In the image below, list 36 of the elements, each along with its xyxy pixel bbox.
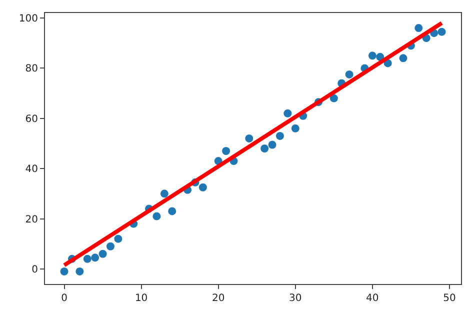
y-tick-label: 100	[18, 14, 38, 25]
point	[368, 52, 376, 60]
point	[245, 134, 254, 142]
point	[83, 254, 92, 263]
point	[76, 267, 84, 276]
point	[284, 109, 292, 118]
y-tick-label: 80	[25, 64, 38, 75]
x-tick-label: 30	[289, 293, 302, 304]
y-tick-label: 40	[25, 164, 38, 176]
point	[399, 54, 408, 62]
point	[114, 234, 122, 243]
point	[291, 124, 300, 132]
point	[98, 250, 107, 258]
point	[60, 267, 68, 276]
point	[222, 147, 230, 156]
point	[330, 94, 338, 102]
y-tick-label: 60	[25, 114, 38, 125]
point	[198, 183, 207, 192]
x-tick-label: 50	[443, 293, 456, 304]
point	[152, 212, 161, 220]
point	[276, 132, 284, 140]
point	[160, 190, 168, 198]
x-tick-label: 10	[134, 293, 148, 304]
point	[91, 254, 100, 262]
point	[414, 24, 423, 32]
point	[168, 207, 176, 216]
y-tick-label: 0	[32, 264, 38, 276]
y-tick-label: 20	[25, 214, 38, 226]
point	[106, 242, 114, 250]
point	[438, 28, 446, 36]
point	[268, 140, 276, 149]
point	[345, 70, 354, 78]
x-tick-label: 20	[212, 293, 225, 304]
x-tick-label: 0	[61, 293, 68, 304]
point	[260, 144, 269, 152]
x-tick-label: 40	[366, 293, 379, 304]
